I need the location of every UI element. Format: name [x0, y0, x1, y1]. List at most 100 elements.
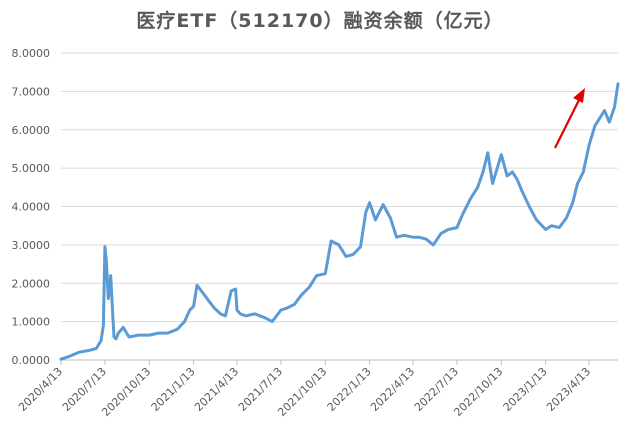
data-point: [196, 284, 198, 287]
x-tick-label: 2022/1/13: [325, 365, 374, 414]
y-tick-label: 3.0000: [12, 239, 51, 252]
data-point: [113, 336, 115, 338]
x-tick-label: 2020/4/13: [16, 365, 65, 414]
data-point: [280, 309, 282, 311]
data-point: [576, 182, 579, 185]
data-point: [338, 244, 340, 246]
data-point: [128, 336, 130, 338]
y-tick-label: 5.0000: [12, 162, 51, 175]
x-axis-ticks: 2020/4/132020/7/132020/10/132021/1/13202…: [16, 360, 593, 419]
series-line: [59, 82, 620, 361]
data-point: [60, 358, 62, 361]
data-point: [558, 226, 560, 229]
data-point: [516, 178, 518, 181]
y-tick-label: 4.0000: [12, 201, 51, 214]
y-tick-label: 0.0000: [12, 354, 51, 367]
data-point: [176, 328, 178, 331]
data-point: [389, 217, 392, 219]
data-point: [157, 332, 160, 334]
data-point: [550, 224, 553, 227]
chart-title: 医疗ETF（512170）融资余额（亿元）: [136, 10, 504, 32]
data-point: [239, 313, 242, 315]
data-point: [506, 175, 508, 177]
series-group: [59, 82, 620, 361]
data-point: [330, 240, 332, 242]
data-point: [236, 309, 238, 311]
data-point: [461, 213, 464, 215]
data-point: [469, 198, 472, 200]
data-point: [166, 332, 169, 334]
data-point: [308, 286, 311, 288]
data-point: [491, 182, 494, 185]
x-tick-label: 2023/1/13: [501, 365, 550, 414]
data-point: [476, 186, 479, 189]
data-point: [117, 332, 120, 334]
y-tick-label: 8.0000: [12, 47, 51, 60]
red-arrow-shaft: [554, 97, 581, 149]
data-point: [544, 228, 547, 231]
data-point: [521, 190, 523, 192]
data-point: [345, 255, 347, 258]
data-point: [78, 351, 80, 354]
data-point: [148, 334, 151, 336]
data-point: [617, 82, 619, 85]
y-axis-ticks: 0.0000 1.0000 2.0000 3.0000 4.0000 5.0000 6.00…: [12, 47, 51, 367]
data-point: [352, 253, 355, 256]
x-tick-label: 2023/4/13: [544, 365, 593, 414]
data-point: [440, 232, 442, 235]
data-point: [300, 294, 303, 296]
data-point: [511, 171, 514, 173]
data-point: [315, 274, 318, 277]
data-point: [418, 236, 420, 238]
data-point: [264, 317, 266, 319]
data-point: [412, 236, 414, 238]
x-tick-label: 2021/1/13: [149, 365, 198, 414]
data-point: [565, 217, 568, 219]
data-point: [324, 272, 327, 275]
data-point: [224, 315, 227, 317]
data-point: [213, 307, 216, 310]
data-point: [109, 274, 112, 277]
y-tick-label: 2.0000: [12, 277, 51, 290]
data-point: [192, 305, 195, 308]
data-point: [100, 340, 102, 342]
data-point: [104, 246, 106, 248]
data-point: [482, 171, 484, 173]
data-point: [613, 105, 616, 108]
data-point: [234, 288, 237, 290]
x-tick-label: 2021/4/13: [192, 365, 241, 414]
data-point: [365, 211, 367, 214]
data-point: [68, 355, 71, 358]
gridlines: [61, 52, 618, 361]
data-point: [102, 324, 105, 327]
data-point: [598, 117, 601, 119]
data-point: [571, 201, 574, 204]
data-point: [219, 313, 222, 315]
data-point: [582, 171, 585, 173]
data-point: [487, 152, 489, 154]
data-point: [230, 290, 232, 292]
data-point: [447, 228, 450, 231]
data-point: [111, 301, 113, 304]
data-point: [603, 109, 606, 112]
data-point: [594, 125, 596, 127]
y-tick-label: 6.0000: [12, 124, 51, 137]
data-point: [95, 347, 97, 350]
data-point: [528, 205, 531, 208]
red-arrow-head: [573, 88, 585, 103]
data-point: [254, 313, 256, 315]
data-point: [189, 309, 191, 311]
data-point: [137, 334, 139, 336]
data-point: [456, 226, 458, 229]
data-point: [271, 320, 274, 323]
data-point: [88, 349, 90, 352]
data-point: [244, 315, 247, 317]
data-point: [500, 153, 503, 156]
annotation-group: [554, 88, 585, 149]
data-point: [608, 121, 611, 123]
data-point: [183, 320, 186, 323]
data-point: [285, 307, 288, 310]
data-point: [293, 303, 296, 306]
data-point: [425, 238, 427, 240]
